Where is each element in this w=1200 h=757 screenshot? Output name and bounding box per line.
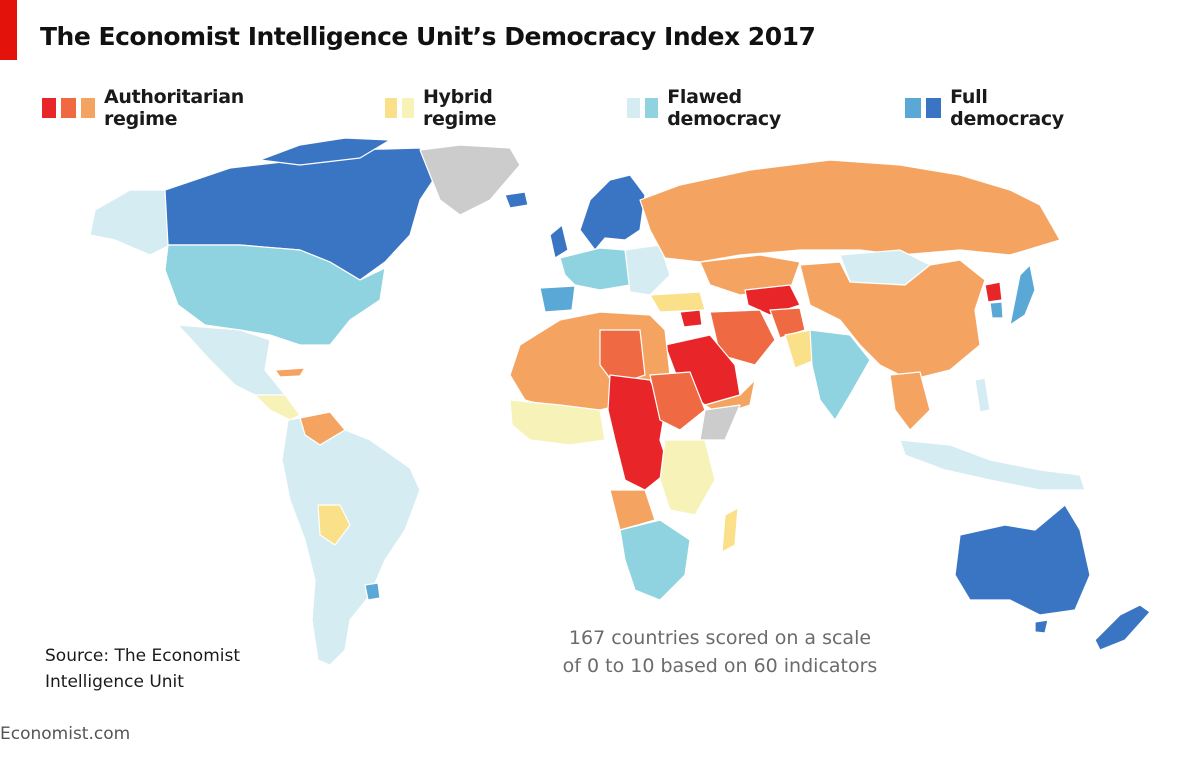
region-south-korea [989,301,1004,319]
region-alaska [89,189,171,256]
swatch-authoritarian-3 [80,98,95,118]
region-west-africa [509,399,606,446]
region-north-korea [984,281,1003,303]
legend-label-hybrid: Hybrid regime [422,86,497,130]
region-tasmania [1034,619,1049,634]
swatch-authoritarian-1 [42,98,57,118]
region-bolivia [317,504,351,546]
region-uruguay [364,582,381,601]
legend-label-full: Full democracy [950,86,1064,130]
swatch-hybrid-2 [401,98,414,118]
region-eastern-europe [624,244,671,296]
region-uk [549,224,569,259]
note-line-2: of 0 to 10 based on 60 indicators [562,655,878,677]
region-usa [164,244,386,346]
source-line-2: Intelligence Unit [45,672,184,692]
swatch-flawed-1 [627,98,641,118]
region-angola [609,489,656,531]
region-cuba [274,367,306,378]
region-south-america [281,417,421,666]
source-note: Source: The Economist Intelligence Unit [45,643,240,695]
region-central-america [254,394,301,421]
source-line-1: Source: The Economist [45,646,241,666]
region-afghanistan [769,307,806,339]
region-indochina [889,371,931,431]
region-mexico [177,324,286,401]
region-australia [954,504,1091,616]
region-madagascar [721,507,739,553]
legend-label-flawed: Flawed democracy [667,86,781,130]
region-iceland [504,191,529,209]
region-japan [1009,264,1036,326]
region-southern-africa [619,519,691,601]
region-spain [539,285,576,313]
region-philippines [974,377,991,413]
region-syria [679,309,703,328]
region-canada-arctic [259,137,391,166]
swatch-full-2 [925,98,942,118]
region-india [809,329,871,421]
chart-title: The Economist Intelligence Unit’s Democr… [40,22,816,51]
region-horn-of-africa [699,404,741,441]
region-indonesia [899,439,1086,491]
region-east-africa [659,439,716,516]
swatch-flawed-2 [645,98,659,118]
swatch-full-1 [905,98,921,118]
region-russia [639,159,1061,263]
region-new-zealand [1094,604,1151,651]
region-scandinavia [579,174,646,251]
footer-brand: Economist.com [0,724,131,744]
region-turkey [649,291,706,313]
map-note: 167 countries scored on a scale of 0 to … [545,624,895,680]
economist-red-bar [0,0,17,60]
world-map [89,137,1151,666]
note-line-1: 167 countries scored on a scale [568,627,872,649]
swatch-authoritarian-2 [61,98,76,118]
region-sudan [649,371,706,431]
legend-authoritarian: Authoritarian regime [42,86,261,130]
region-greenland [419,144,521,216]
region-china [799,259,986,381]
legend-full: Full democracy [905,86,1073,130]
legend-flawed: Flawed democracy [627,86,795,130]
swatch-hybrid-1 [385,98,397,118]
legend-label-authoritarian: Authoritarian regime [103,86,244,130]
legend-hybrid: Hybrid regime [385,86,512,130]
